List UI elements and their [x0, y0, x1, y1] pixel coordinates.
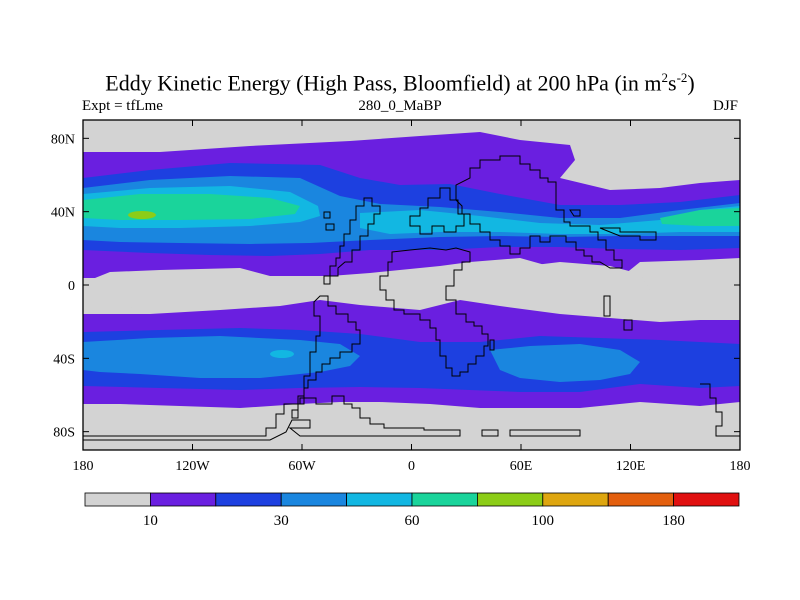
colorbar-label: 180 [662, 513, 685, 529]
colorbar-label: 60 [405, 513, 420, 529]
coastlines [82, 155, 740, 441]
eurasia-coastline [455, 155, 623, 269]
x-tick-label: 120W [175, 459, 210, 474]
north-america-coastline [323, 197, 381, 285]
colorbar-box [411, 492, 478, 507]
tropical-gap-west [83, 282, 300, 308]
y-tick-label: 40N [51, 206, 75, 221]
sh-storm-level4 [270, 350, 294, 358]
season-label: DJF [712, 98, 738, 114]
x-tick-label: 60W [288, 459, 316, 474]
x-tick-label: 60E [510, 459, 533, 474]
tropical-gap [330, 262, 650, 304]
y-tick-label: 80S [53, 426, 75, 441]
colorbar-box [673, 492, 740, 507]
y-tick-label: 0 [68, 279, 75, 294]
y-tick-label: 80N [51, 132, 75, 147]
colorbar-label: 10 [143, 513, 158, 529]
x-tick-label: 180 [730, 459, 751, 474]
europe-coastline [409, 187, 465, 235]
colorbar-box [280, 492, 348, 507]
nh-jet-maximum [128, 211, 156, 219]
colorbar-box [607, 492, 675, 507]
sh-band-level3 [83, 336, 360, 378]
madagascar-coastline [489, 339, 495, 351]
colorbar: 10 30 60 100 180 [84, 492, 740, 529]
contour-field [83, 120, 740, 450]
colorbar-box [84, 492, 151, 507]
colorbar-box [149, 492, 217, 507]
nh-band-level4b [360, 206, 740, 234]
antarctica-coastline [82, 395, 461, 441]
experiment-code: 280_0_MaBP [358, 98, 442, 114]
nh-jet-level5b [660, 208, 740, 226]
x-tick-label: 120E [616, 459, 646, 474]
x-tick-label: 180 [73, 459, 94, 474]
sh-band-level3b [490, 344, 640, 382]
experiment-label: Expt = tfLme [82, 98, 163, 114]
colorbar-box [542, 492, 609, 507]
africa-coastline [379, 247, 489, 377]
x-axis: 180 120W 60W 0 60E 120E 180 [73, 120, 751, 474]
colorbar-label: 100 [532, 513, 555, 529]
map-title: Eddy Kinetic Energy (High Pass, Bloomfie… [105, 70, 695, 96]
colorbar-box [346, 492, 413, 507]
south-america-coastline [291, 295, 361, 419]
nh-jet-level5 [83, 194, 300, 220]
north-america-west-coastline [323, 211, 335, 231]
colorbar-label: 30 [274, 513, 289, 529]
australia-coastline [603, 295, 633, 331]
colorbar-box [476, 492, 544, 507]
x-tick-label: 0 [408, 459, 415, 474]
y-tick-label: 40S [53, 352, 75, 367]
antarctica-east-coastline [481, 383, 740, 437]
colorbar-box [215, 492, 282, 507]
y-axis: 80N 40N 0 40S 80S [51, 132, 740, 441]
asia-east-coastline [569, 209, 657, 241]
